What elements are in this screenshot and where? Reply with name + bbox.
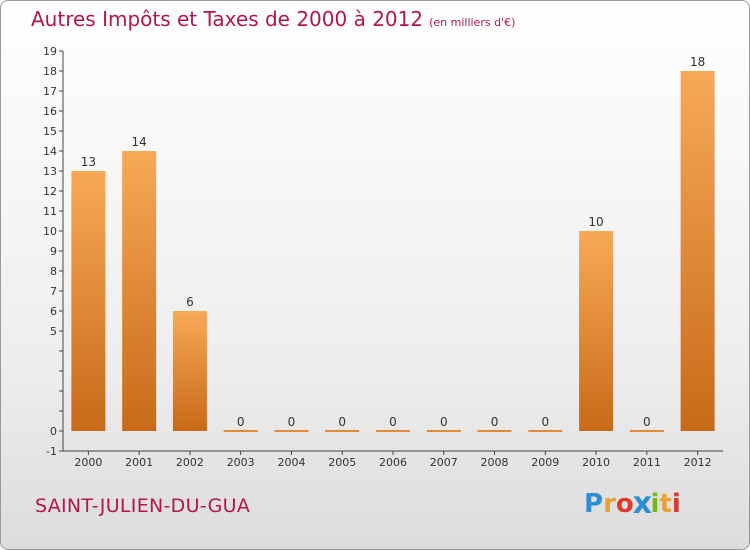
bar [71,171,106,431]
x-tick-label: 2008 [481,456,509,469]
bar-value-label: 18 [690,55,705,69]
x-tick-label: 2011 [633,456,661,469]
bar [680,71,715,431]
x-tick-label: 2001 [125,456,153,469]
x-tick-label: 2003 [227,456,255,469]
y-tick-label: 15 [43,125,57,138]
y-tick-label: 19 [43,45,57,58]
y-tick-label: 0 [50,425,57,438]
logo-letter: o [615,489,634,519]
logo-letter: i [671,489,681,519]
bar-value-label: 0 [288,415,296,429]
logo-letter: x [632,486,652,522]
x-tick-label: 2000 [74,456,102,469]
bar-value-label: 14 [132,135,147,149]
x-tick-label: 2005 [328,456,356,469]
logo-letter: t [659,489,672,519]
y-tick-label: 17 [43,85,57,98]
y-tick-label: 7 [50,285,57,298]
bar [172,311,207,431]
bar-value-label: 0 [338,415,346,429]
y-tick-label: 11 [43,205,57,218]
bar-value-label: 6 [186,295,194,309]
bar-value-label: 0 [389,415,397,429]
logo-letter: r [603,489,616,519]
bar-value-label: 0 [491,415,499,429]
y-tick-label: 18 [43,65,57,78]
bar-value-label: 0 [440,415,448,429]
y-tick-label: 5 [50,325,57,338]
y-tick-label: 14 [43,145,57,158]
bar-value-label: 10 [588,215,603,229]
bar-value-label: 0 [237,415,245,429]
y-tick-label: 8 [50,265,57,278]
x-tick-label: 2004 [277,456,305,469]
x-tick-label: 2002 [176,456,204,469]
unit-label: (en milliers d'€) [429,16,516,29]
y-tick-label: 12 [43,185,57,198]
x-tick-label: 2010 [582,456,610,469]
y-tick-label: 16 [43,105,57,118]
y-tick-label: 13 [43,165,57,178]
chart-title: Autres Impôts et Taxes de 2000 à 2012 (en… [31,7,516,31]
x-tick-label: 2009 [531,456,559,469]
logo-letter: i [650,489,660,519]
place-name: SAINT-JULIEN-DU-GUA [35,495,251,517]
bar [122,151,157,431]
logo-letter: P [584,489,604,519]
x-tick-label: 2012 [684,456,712,469]
bar [579,231,614,431]
x-tick-label: 2006 [379,456,407,469]
x-tick-label: 2007 [430,456,458,469]
bar-value-label: 13 [81,155,96,169]
y-tick-label: 10 [43,225,57,238]
proxiti-logo: Proxiti [584,486,681,522]
y-tick-label: 9 [50,245,57,258]
y-tick-label: -1 [46,445,57,458]
bar-value-label: 0 [643,415,651,429]
bar-value-label: 0 [541,415,549,429]
y-tick-label: 6 [50,305,57,318]
